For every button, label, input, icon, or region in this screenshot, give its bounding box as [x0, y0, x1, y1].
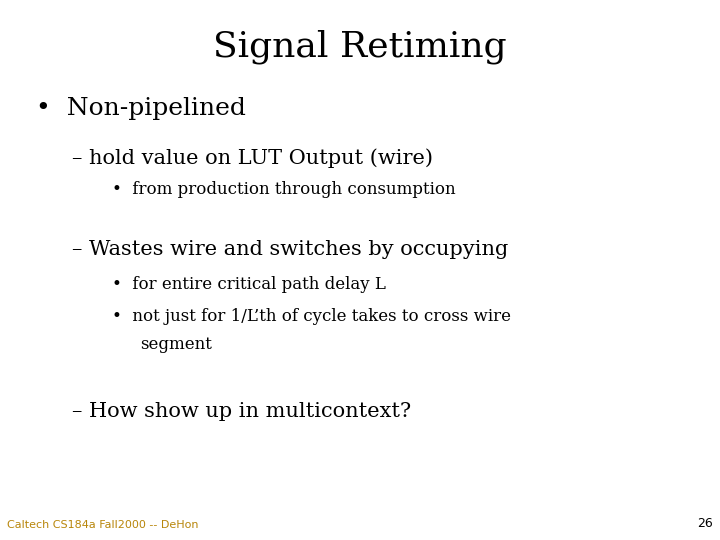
- Text: Caltech CS184a Fall2000 -- DeHon: Caltech CS184a Fall2000 -- DeHon: [7, 520, 199, 530]
- Text: Signal Retiming: Signal Retiming: [213, 30, 507, 64]
- Text: 26: 26: [697, 517, 713, 530]
- Text: •  from production through consumption: • from production through consumption: [112, 181, 455, 198]
- Text: segment: segment: [140, 336, 212, 353]
- Text: •  Non-pipelined: • Non-pipelined: [36, 97, 246, 120]
- Text: – How show up in multicontext?: – How show up in multicontext?: [72, 402, 411, 421]
- Text: – hold value on LUT Output (wire): – hold value on LUT Output (wire): [72, 148, 433, 168]
- Text: – Wastes wire and switches by occupying: – Wastes wire and switches by occupying: [72, 240, 508, 259]
- Text: •  not just for 1/L’th of cycle takes to cross wire: • not just for 1/L’th of cycle takes to …: [112, 308, 510, 325]
- Text: •  for entire critical path delay L: • for entire critical path delay L: [112, 276, 385, 293]
